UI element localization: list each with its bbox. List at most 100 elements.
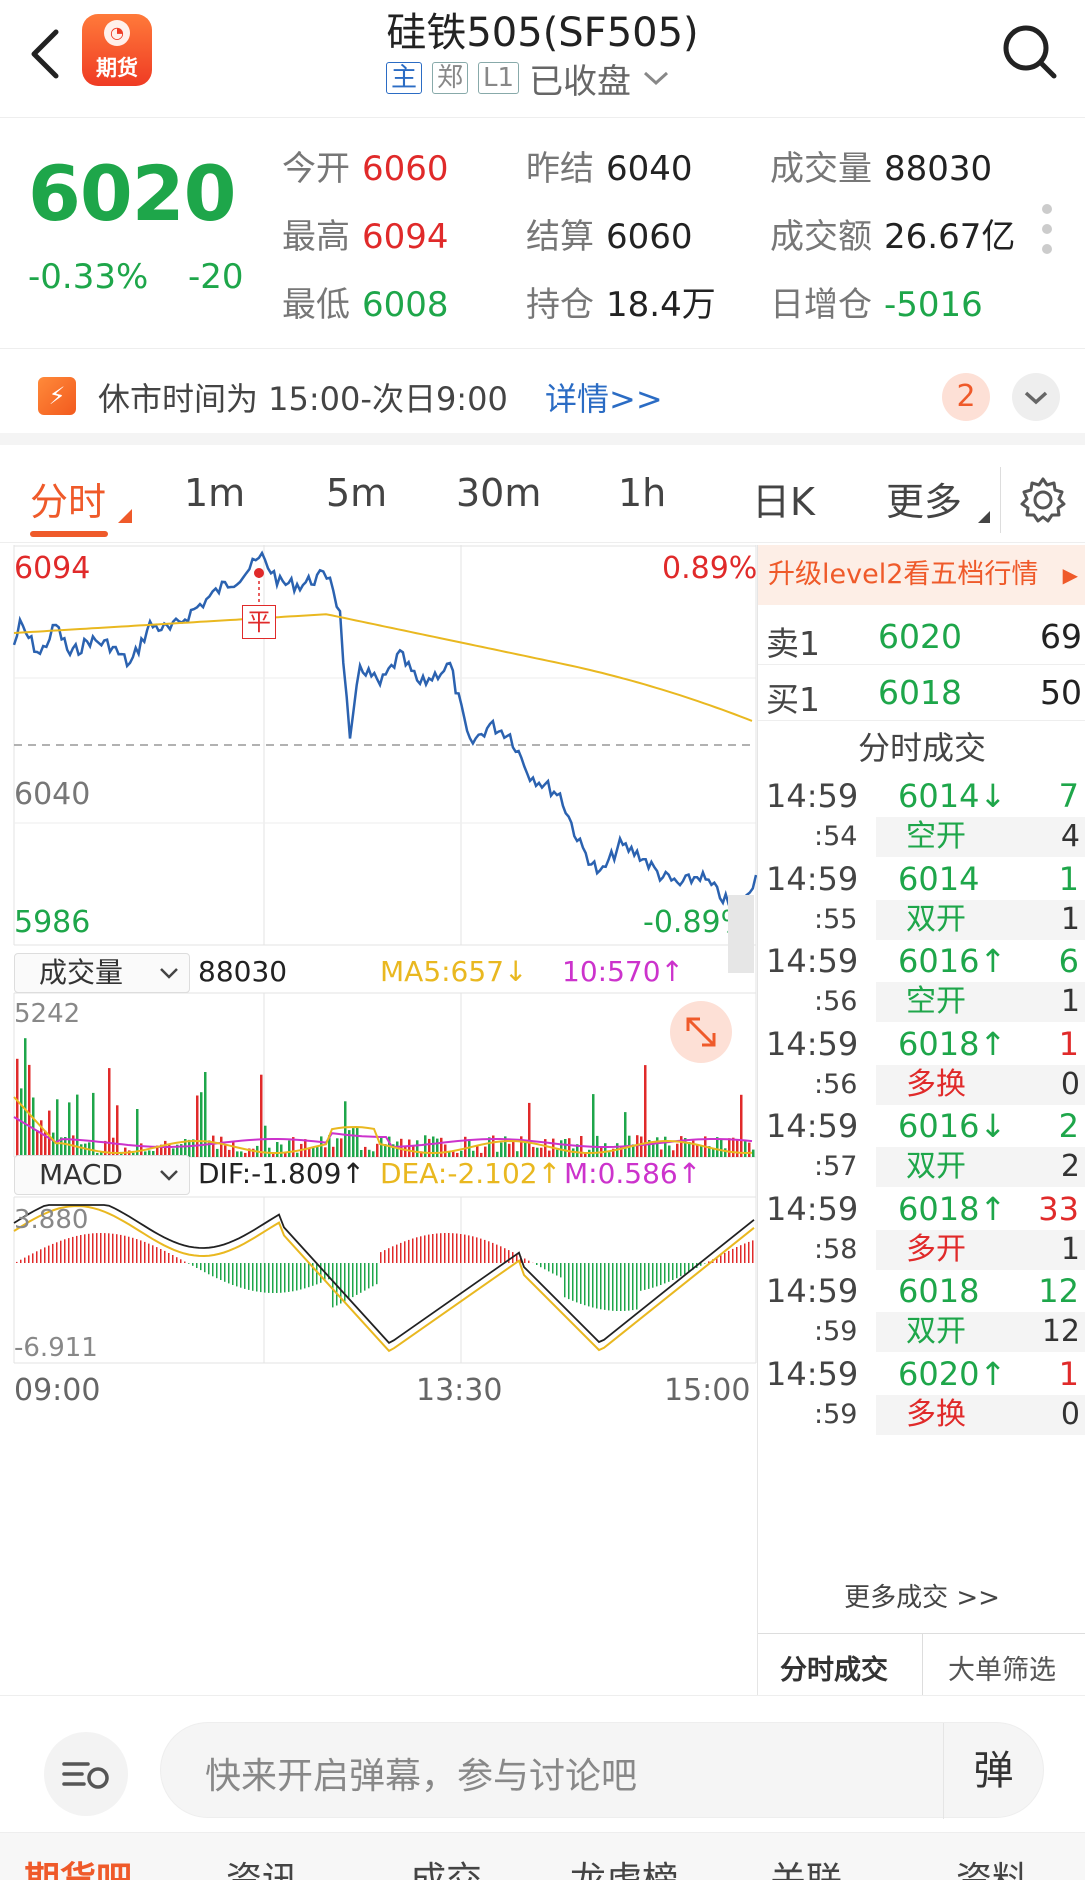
macd-bar <box>184 1261 186 1263</box>
macd-bar <box>716 1257 718 1263</box>
nav-news[interactable]: 资讯 <box>226 1851 298 1880</box>
macd-bar <box>84 1234 86 1263</box>
tick-seconds: :59 <box>814 1398 858 1430</box>
volume-bar <box>744 1141 747 1157</box>
volume-bar <box>148 1150 151 1157</box>
volume-bar <box>592 1094 595 1157</box>
bid-price: 6018 <box>878 673 962 712</box>
volume-bar <box>264 1125 267 1157</box>
tick-type: 多换 <box>906 1396 966 1432</box>
contract-subtitle[interactable]: 主 郑 L1 已收盘 <box>386 58 671 102</box>
macd-bar <box>492 1242 494 1263</box>
volume-bar <box>104 1140 107 1157</box>
tab-more[interactable]: 更多 <box>886 480 963 524</box>
macd-bar <box>284 1263 286 1293</box>
tab-intraday[interactable]: 分时 <box>30 480 107 524</box>
tick-seconds: :54 <box>814 821 858 852</box>
tab-large-orders[interactable]: 大单筛选 <box>948 1655 1056 1686</box>
nav-forum[interactable]: 期货吧 <box>24 1851 132 1880</box>
volume-bar <box>216 1148 219 1157</box>
macd-bar <box>28 1255 30 1263</box>
pct-high-label: 0.89% <box>662 551 758 586</box>
danmu-settings-button[interactable] <box>44 1732 128 1816</box>
macd-bar <box>248 1263 250 1290</box>
nav-leaderboard[interactable]: 龙虎榜 <box>570 1851 678 1880</box>
nav-info[interactable]: 资料 <box>956 1851 1028 1880</box>
macd-bar <box>440 1233 442 1263</box>
volume-bar <box>28 1064 31 1157</box>
volume-bar <box>748 1142 751 1157</box>
danmu-toggle-button[interactable]: 弹 <box>943 1723 1043 1819</box>
macd-bar <box>708 1261 710 1263</box>
nav-related[interactable]: 关联 <box>770 1851 842 1880</box>
macd-bar <box>436 1233 438 1263</box>
macd-bar <box>384 1250 386 1263</box>
volume-bar <box>356 1127 359 1157</box>
macd-indicator-select[interactable]: MACD <box>14 1155 190 1195</box>
tab-1m[interactable]: 1m <box>184 471 246 515</box>
intraday-chart[interactable]: 6094 0.89% 6040 5986 -0.89% 平 成交量 88030 … <box>0 545 757 1695</box>
macd-bar <box>32 1253 34 1263</box>
macd-bar <box>480 1238 482 1263</box>
tab-tick-trades[interactable]: 分时成交 <box>780 1655 888 1686</box>
volume-bar <box>488 1137 491 1157</box>
volume-bar <box>544 1139 547 1157</box>
nav-trades[interactable]: 成交 <box>410 1851 482 1880</box>
macd-bar <box>20 1259 22 1263</box>
volume-bar <box>20 1088 23 1157</box>
market-notice[interactable]: ⚡ 休市时间为 15:00-次日9:00 详情>> 2 <box>0 350 1085 445</box>
volume-indicator-select[interactable]: 成交量 <box>14 953 190 993</box>
notice-detail-link[interactable]: 详情>> <box>545 380 663 418</box>
macd-bar <box>516 1254 518 1263</box>
macd-bar <box>652 1263 654 1288</box>
chart-scroll-handle[interactable] <box>728 895 754 973</box>
macd-bar <box>296 1263 298 1291</box>
macd-bar <box>728 1250 730 1263</box>
macd-bar <box>640 1263 642 1291</box>
volume-bar <box>508 1143 511 1157</box>
volume-bar <box>364 1146 367 1157</box>
more-ticks-link[interactable]: 更多成交 >> <box>844 1583 1000 1613</box>
search-button[interactable] <box>1000 22 1060 82</box>
collapse-button[interactable] <box>1012 373 1060 421</box>
macd-bar <box>48 1245 50 1263</box>
back-button[interactable] <box>22 22 72 82</box>
ask-label: 卖1 <box>766 624 820 663</box>
volume-bar <box>652 1143 655 1157</box>
volume-bar <box>700 1145 703 1157</box>
macd-bar <box>608 1263 610 1311</box>
tab-5m[interactable]: 5m <box>326 471 388 515</box>
volume-bar <box>272 1152 275 1157</box>
macd-bar <box>464 1234 466 1263</box>
tick-type-row: 双开 1 <box>876 899 1085 940</box>
volume-bar <box>460 1150 463 1157</box>
settings-button[interactable] <box>1018 475 1068 525</box>
macd-bar <box>228 1263 230 1284</box>
volume-bar <box>644 1065 647 1157</box>
more-dots-icon[interactable] <box>1040 199 1054 259</box>
level2-upgrade-banner[interactable]: 升级level2看五档行情 ▶ <box>758 545 1085 605</box>
macd-bar <box>232 1263 234 1285</box>
gear-icon <box>1020 477 1066 523</box>
quote-prev-settle: 昨结 6040 <box>526 141 693 190</box>
macd-bar <box>548 1263 550 1272</box>
tick-time: 14:59 <box>766 1272 859 1310</box>
tab-30m[interactable]: 30m <box>456 471 542 515</box>
macd-bar <box>472 1236 474 1263</box>
comment-input[interactable]: 快来开启弹幕，参与讨论吧 弹 <box>160 1722 1044 1819</box>
macd-bar <box>300 1263 302 1290</box>
tab-daily-k[interactable]: 日K <box>752 480 815 524</box>
volume-bar <box>132 1152 135 1157</box>
macd-bar <box>752 1240 754 1263</box>
volume-bar <box>584 1152 587 1157</box>
expand-button[interactable] <box>670 1001 732 1063</box>
tab-1h[interactable]: 1h <box>618 471 667 515</box>
macd-bar <box>620 1263 622 1311</box>
volume-bar <box>632 1144 635 1157</box>
macd-bar <box>380 1252 382 1263</box>
volume-bar <box>284 1152 287 1157</box>
macd-bar <box>140 1240 142 1263</box>
quote-value: -5016 <box>884 285 983 325</box>
volume-bar <box>276 1142 279 1157</box>
tick-type-row: 多换 0 <box>876 1394 1085 1435</box>
